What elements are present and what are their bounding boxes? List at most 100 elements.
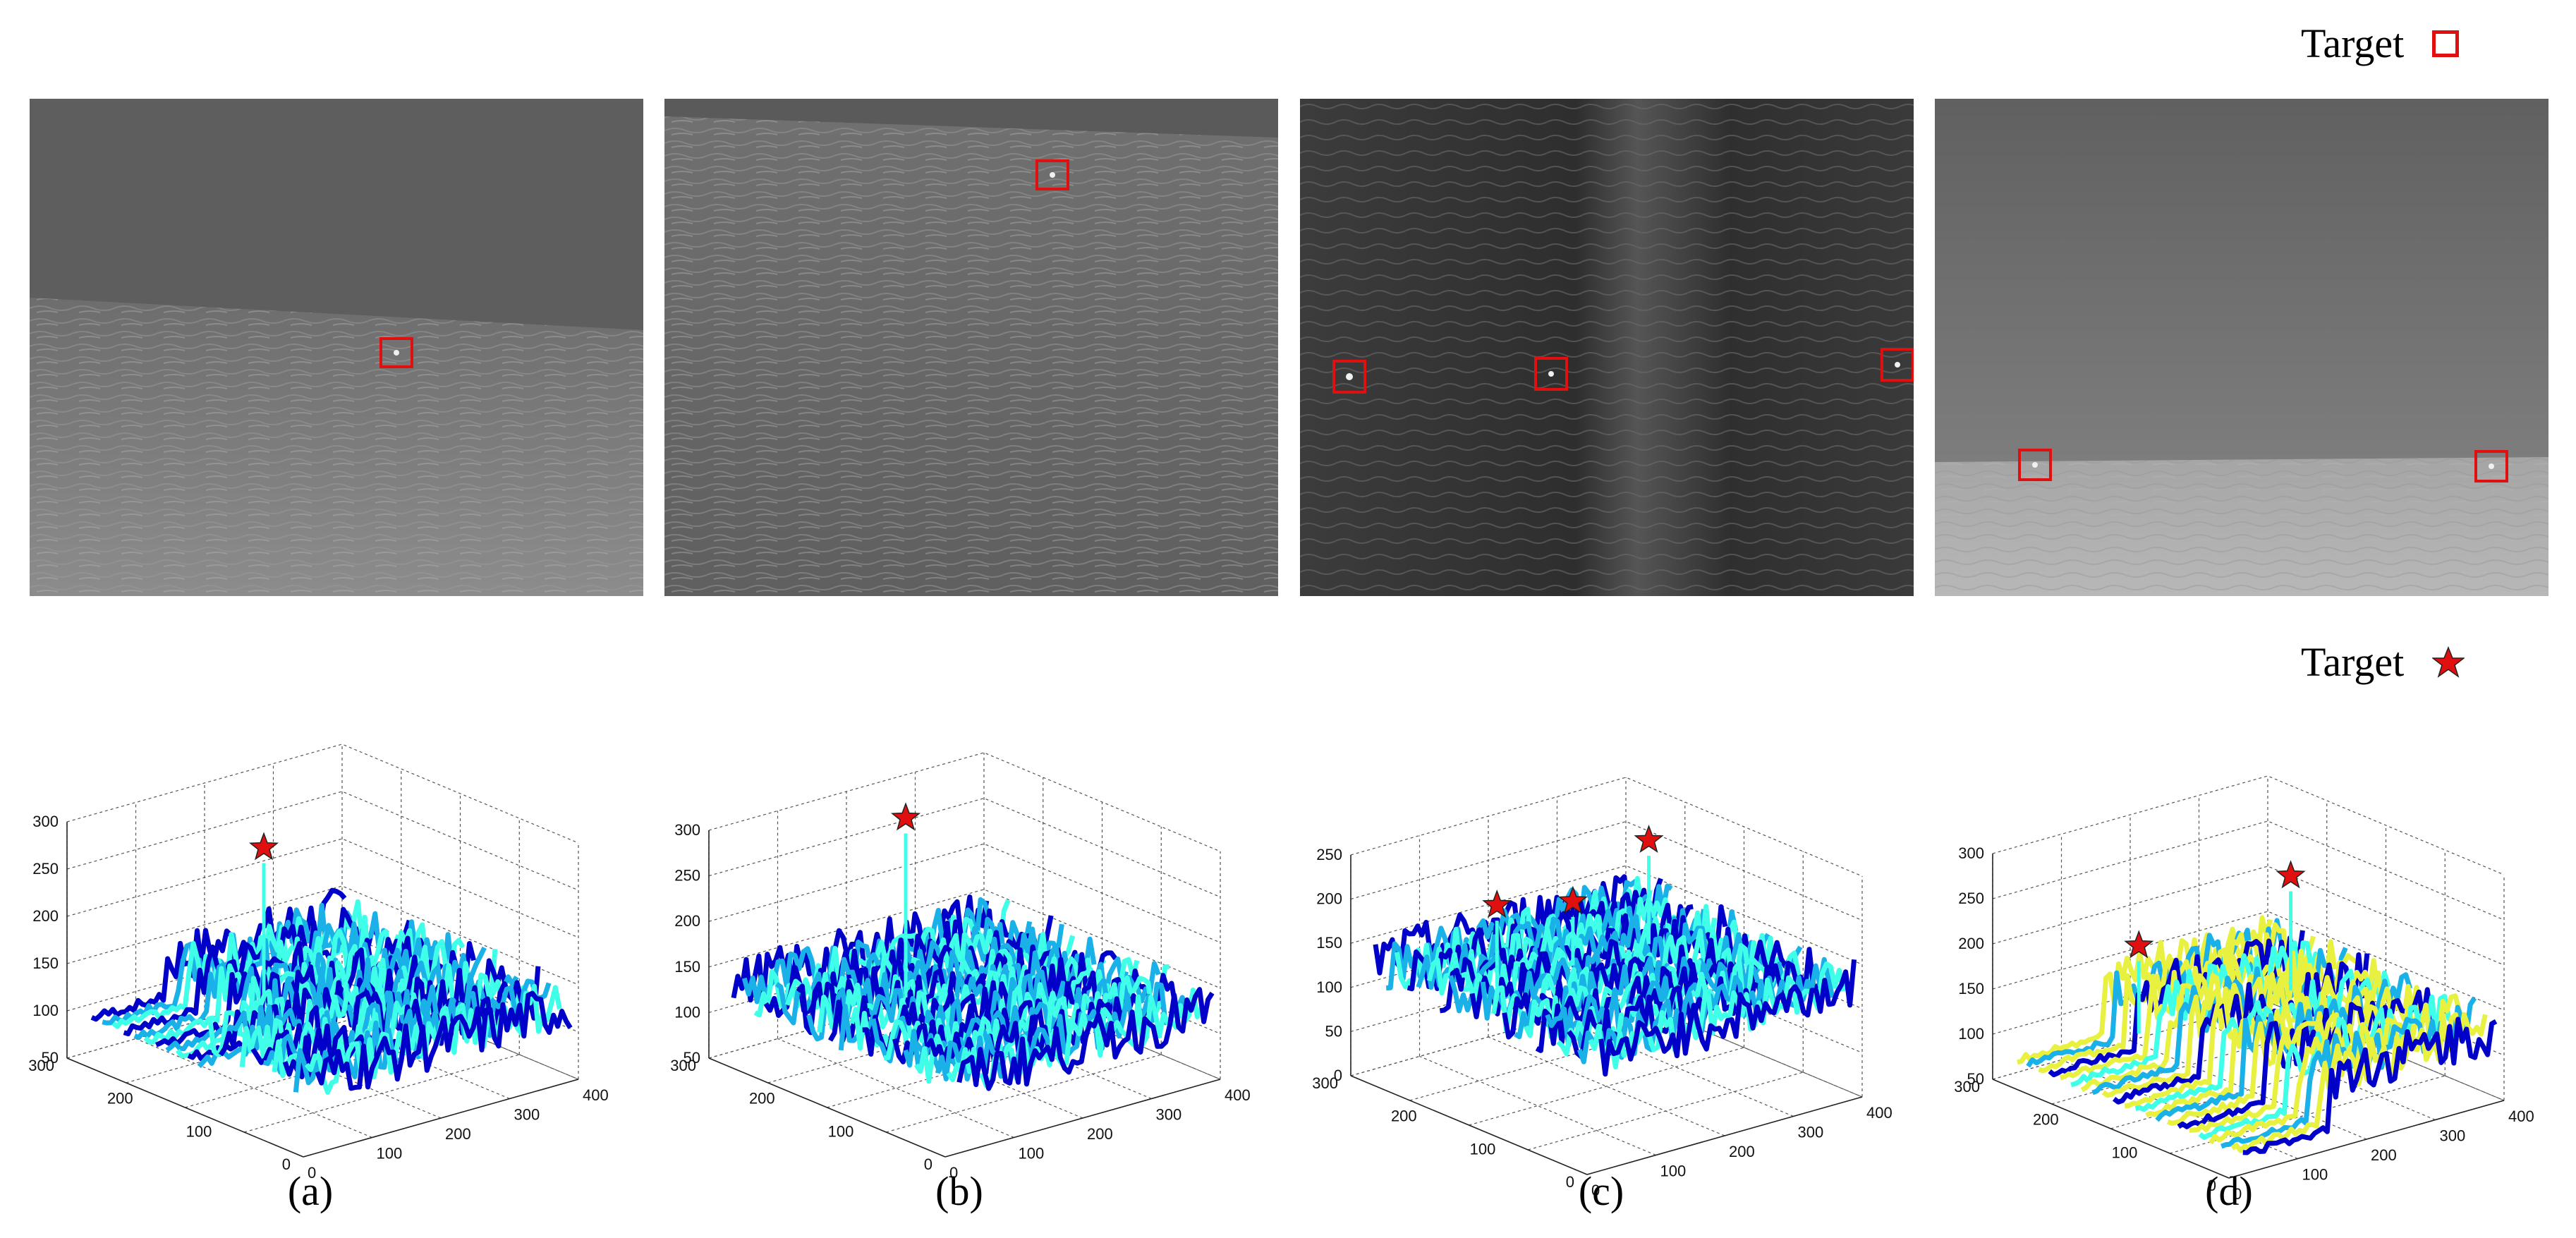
x-tick-label: 100 — [2302, 1166, 2328, 1184]
z-tick-label: 300 — [674, 821, 700, 839]
target-box-icon — [2432, 30, 2460, 57]
infrared-image-c — [1300, 99, 1914, 596]
y-tick-label: 200 — [2033, 1111, 2059, 1129]
legend-target-box: Target — [2301, 20, 2460, 67]
z-tick-label: 50 — [42, 1049, 59, 1067]
z-tick-label: 100 — [32, 1002, 59, 1019]
x-tick-label: 200 — [2371, 1146, 2397, 1164]
x-tick-label: 400 — [583, 1086, 609, 1104]
target-star-marker — [1482, 889, 1512, 918]
z-tick-label: 250 — [674, 867, 700, 885]
infrared-image-d — [1935, 99, 2548, 596]
z-tick-label: 250 — [1316, 846, 1342, 863]
target-star-marker — [248, 832, 279, 861]
x-tick-label: 100 — [1660, 1163, 1687, 1180]
z-tick-label: 200 — [32, 907, 59, 925]
z-tick-label: 250 — [1958, 890, 1984, 907]
x-tick-label: 400 — [1866, 1104, 1892, 1122]
target-star-marker — [890, 802, 921, 831]
y-tick-label: 300 — [28, 1057, 54, 1074]
x-tick-label: 0 — [2233, 1185, 2242, 1203]
z-tick-label: 100 — [674, 1003, 700, 1021]
surface-plot-a: 50 100 150 200 250 300 0 100 200 300 0 100 200 300 400 — [0, 656, 614, 1182]
x-tick-label: 0 — [949, 1164, 958, 1182]
y-tick-label: 0 — [2208, 1177, 2216, 1194]
surface-mesh — [1373, 874, 1857, 1077]
z-tick-label: 300 — [32, 813, 59, 830]
z-tick-label: 50 — [1325, 1022, 1342, 1040]
z-tick-label: 250 — [32, 860, 59, 878]
y-tick-label: 100 — [2112, 1143, 2138, 1161]
y-tick-label: 300 — [1954, 1078, 1980, 1096]
target-star-marker — [1557, 885, 1588, 914]
y-tick-label: 100 — [828, 1122, 854, 1140]
target-box — [2018, 449, 2052, 481]
surface-plot-svg: 50 100 150 200 250 300 0 100 200 300 0 100 200 300 400 — [28, 744, 609, 1182]
x-tick-label: 0 — [1591, 1182, 1600, 1199]
target-star-icon — [2432, 645, 2465, 678]
target-box — [2474, 450, 2508, 483]
x-tick-label: 0 — [308, 1164, 316, 1182]
y-tick-label: 200 — [749, 1090, 775, 1107]
x-tick-label: 200 — [1087, 1125, 1113, 1143]
target-box — [1881, 348, 1914, 382]
infrared-image-b — [664, 99, 1278, 596]
caption-d: (d) — [2205, 1168, 2253, 1214]
y-tick-label: 100 — [1470, 1140, 1496, 1158]
y-tick-label: 200 — [1391, 1107, 1417, 1125]
x-tick-label: 400 — [2508, 1107, 2534, 1125]
z-tick-label: 200 — [1316, 890, 1342, 908]
y-tick-label: 200 — [107, 1090, 133, 1107]
x-tick-label: 300 — [2440, 1127, 2466, 1145]
z-tick-label: 100 — [1958, 1025, 1984, 1043]
z-tick-label: 150 — [32, 954, 59, 972]
z-tick-label: 100 — [1316, 978, 1342, 996]
y-tick-label: 0 — [282, 1155, 291, 1173]
legend-star-label: Target — [2301, 639, 2405, 685]
surface-plot-svg: 50 100 150 200 250 300 0 100 200 300 0 100 200 300 400 — [1954, 775, 2534, 1203]
x-tick-label: 200 — [445, 1125, 471, 1143]
x-tick-label: 100 — [1019, 1145, 1045, 1163]
surface-plot-b: 50 100 150 200 250 300 0 100 200 300 0 100 200 300 400 — [642, 656, 1256, 1182]
y-tick-label: 0 — [1566, 1173, 1574, 1191]
x-tick-label: 400 — [1225, 1086, 1251, 1104]
x-tick-label: 200 — [1729, 1143, 1755, 1160]
z-tick-label: 150 — [674, 958, 700, 976]
surface-plot-d: 50 100 150 200 250 300 0 100 200 300 0 100 200 300 400 — [1926, 656, 2539, 1203]
infrared-image-a — [30, 99, 643, 596]
x-tick-label: 300 — [1156, 1106, 1182, 1124]
surface-mesh — [90, 887, 573, 1095]
target-box — [1035, 159, 1069, 190]
z-tick-label: 0 — [1334, 1067, 1342, 1084]
legend-target-star: Target — [2301, 638, 2465, 686]
z-tick-label: 50 — [1967, 1070, 1984, 1088]
target-box — [1332, 360, 1366, 394]
y-tick-label: 300 — [670, 1057, 696, 1074]
target-star-marker — [2124, 930, 2154, 959]
z-tick-label: 50 — [684, 1049, 700, 1067]
y-tick-label: 0 — [924, 1155, 932, 1173]
target-star-marker — [1634, 824, 1664, 854]
target-star-marker — [2276, 860, 2306, 889]
target-box — [1534, 357, 1568, 391]
y-tick-label: 300 — [1312, 1074, 1338, 1092]
surface-plot-svg: 50 100 150 200 250 300 0 100 200 300 0 100 200 300 400 — [670, 752, 1251, 1182]
caption-c: (c) — [1578, 1168, 1624, 1214]
legend-box-label: Target — [2301, 20, 2405, 66]
z-tick-label: 150 — [1316, 934, 1342, 952]
caption-a: (a) — [287, 1168, 334, 1214]
z-tick-label: 200 — [674, 912, 700, 930]
z-tick-label: 150 — [1958, 980, 1984, 997]
y-tick-label: 100 — [186, 1122, 212, 1140]
x-tick-label: 300 — [514, 1106, 540, 1124]
x-tick-label: 300 — [1798, 1124, 1824, 1141]
caption-b: (b) — [935, 1168, 983, 1214]
z-tick-label: 200 — [1958, 935, 1984, 952]
surface-mesh — [731, 894, 1215, 1091]
surface-mesh — [2017, 915, 2498, 1155]
z-tick-label: 300 — [1958, 844, 1984, 862]
surface-plot-c: 0 50 100 150 200 250 0 100 200 300 0 100 200 300 400 — [1284, 656, 1897, 1199]
x-tick-label: 100 — [377, 1145, 403, 1163]
target-box — [379, 337, 413, 368]
